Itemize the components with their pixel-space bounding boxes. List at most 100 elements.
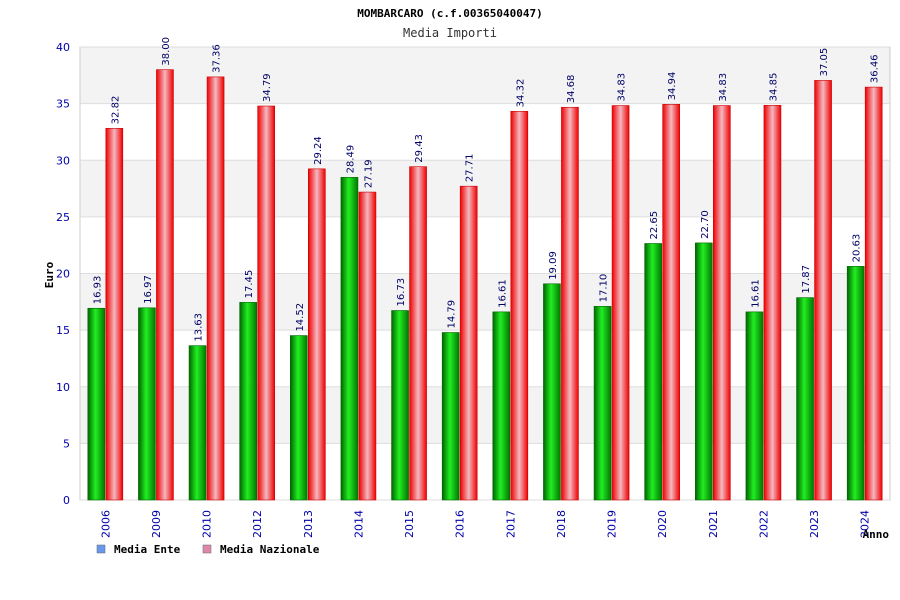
x-axis-ticks: 2006 2009 2010 2012 2013 2014 2015 2016 2017 2018… bbox=[99, 510, 871, 538]
y-tick-label: 0 bbox=[63, 494, 70, 507]
bar-media-ente bbox=[87, 307, 106, 501]
y-tick-label: 35 bbox=[56, 98, 70, 111]
bar-media-nazionale bbox=[156, 69, 174, 501]
x-tick-label: 2013 bbox=[302, 510, 315, 538]
y-tick-label: 25 bbox=[56, 211, 70, 224]
bar-media-nazionale bbox=[257, 105, 275, 501]
legend-label: Media Nazionale bbox=[220, 543, 320, 556]
bar-media-ente bbox=[492, 311, 511, 501]
x-tick-label: 2020 bbox=[656, 510, 669, 538]
bar-value-label: 37.05 bbox=[819, 48, 830, 77]
x-tick-label: 2019 bbox=[606, 510, 619, 538]
bar-value-label: 36.46 bbox=[870, 54, 881, 83]
bar-media-nazionale bbox=[105, 128, 124, 501]
bar-value-label: 17.45 bbox=[244, 270, 255, 299]
bar-value-label: 22.65 bbox=[649, 211, 660, 240]
bar-value-label: 27.19 bbox=[363, 159, 374, 188]
chart-title: MOMBARCARO (c.f.00365040047) bbox=[357, 7, 542, 20]
bar-media-ente bbox=[441, 332, 460, 501]
bar-media-nazionale bbox=[713, 105, 731, 501]
bar-value-label: 20.63 bbox=[852, 234, 863, 263]
bar-media-ente bbox=[138, 307, 156, 501]
x-tick-label: 2009 bbox=[150, 510, 163, 538]
bar-value-label: 37.36 bbox=[212, 44, 223, 73]
y-tick-label: 20 bbox=[56, 268, 70, 281]
value-labels: 16.93 32.82 16.97 38.00 13.63 37.36 17.45 34.79… bbox=[92, 37, 880, 342]
x-tick-label: 2022 bbox=[757, 510, 770, 538]
y-axis-label: Euro bbox=[43, 261, 56, 288]
x-tick-label: 2017 bbox=[504, 510, 517, 538]
x-tick-label: 2023 bbox=[808, 510, 821, 538]
bar-value-label: 16.61 bbox=[750, 279, 761, 308]
x-axis-label: Anno bbox=[863, 528, 890, 541]
bar-media-ente bbox=[543, 283, 561, 501]
bar-media-ente bbox=[391, 310, 409, 501]
y-tick-label: 30 bbox=[56, 154, 70, 167]
bar-value-label: 28.49 bbox=[345, 145, 356, 174]
bar-media-ente bbox=[644, 243, 662, 501]
y-tick-label: 40 bbox=[56, 41, 70, 54]
bar-media-ente bbox=[745, 311, 764, 501]
bar-value-label: 17.87 bbox=[801, 265, 812, 294]
bar-value-label: 14.52 bbox=[295, 303, 306, 332]
y-tick-label: 15 bbox=[56, 324, 70, 337]
bar-media-nazionale bbox=[358, 191, 377, 501]
bar-value-label: 32.82 bbox=[110, 96, 121, 125]
bar-media-nazionale bbox=[814, 80, 832, 501]
bar-value-label: 38.00 bbox=[161, 37, 172, 66]
x-tick-label: 2006 bbox=[99, 510, 112, 538]
legend: Media Ente Media Nazionale bbox=[96, 543, 320, 556]
bar-media-nazionale bbox=[662, 104, 680, 501]
bar-media-nazionale bbox=[611, 105, 630, 501]
bar-value-label: 34.79 bbox=[262, 73, 273, 102]
bar-value-label: 16.61 bbox=[497, 279, 508, 308]
bar-media-ente bbox=[695, 242, 713, 501]
bars bbox=[87, 69, 883, 501]
x-tick-label: 2018 bbox=[555, 510, 568, 538]
bar-media-nazionale bbox=[510, 111, 529, 501]
bar-media-nazionale bbox=[409, 166, 427, 501]
x-tick-label: 2024 bbox=[859, 510, 872, 538]
bar-media-ente bbox=[340, 177, 359, 501]
bar-value-label: 34.83 bbox=[718, 73, 729, 102]
bar-value-label: 22.70 bbox=[700, 210, 711, 239]
bar-media-ente bbox=[593, 306, 612, 501]
bar-media-ente bbox=[796, 297, 814, 501]
y-axis-ticks: 0 5 10 15 20 25 30 35 40 bbox=[56, 41, 70, 507]
bar-value-label: 34.68 bbox=[566, 75, 577, 104]
legend-swatch bbox=[96, 544, 106, 554]
bar-value-label: 16.93 bbox=[92, 276, 103, 305]
bar-media-nazionale bbox=[459, 185, 478, 501]
x-tick-label: 2021 bbox=[707, 510, 720, 538]
chart-subtitle: Media Importi bbox=[403, 26, 497, 40]
bar-value-label: 16.97 bbox=[143, 275, 154, 304]
bar-value-label: 34.83 bbox=[617, 73, 628, 102]
bar-media-ente bbox=[290, 335, 308, 501]
bar-value-label: 34.94 bbox=[667, 72, 678, 101]
y-tick-label: 10 bbox=[56, 381, 70, 394]
bar-value-label: 14.79 bbox=[447, 300, 458, 329]
x-tick-label: 2016 bbox=[454, 510, 467, 538]
x-tick-label: 2012 bbox=[251, 510, 264, 538]
bar-value-label: 16.73 bbox=[396, 278, 407, 307]
bar-media-ente bbox=[239, 302, 257, 501]
bar-value-label: 29.43 bbox=[414, 134, 425, 163]
bar-value-label: 27.71 bbox=[465, 154, 476, 183]
x-tick-label: 2015 bbox=[403, 510, 416, 538]
bar-media-nazionale bbox=[561, 106, 579, 501]
legend-label: Media Ente bbox=[114, 543, 181, 556]
y-tick-label: 5 bbox=[63, 437, 70, 450]
bar-media-nazionale bbox=[864, 86, 883, 501]
bar-value-label: 29.24 bbox=[313, 136, 324, 165]
bar-value-label: 13.63 bbox=[194, 313, 205, 342]
x-tick-label: 2014 bbox=[352, 510, 365, 538]
bar-value-label: 17.10 bbox=[599, 274, 610, 303]
bar-media-nazionale bbox=[206, 76, 225, 501]
bar-media-nazionale bbox=[308, 168, 326, 501]
bar-value-label: 34.85 bbox=[768, 73, 779, 102]
bar-media-ente bbox=[188, 345, 207, 501]
bar-media-ente bbox=[846, 266, 865, 501]
x-tick-label: 2010 bbox=[201, 510, 214, 538]
bar-value-label: 19.09 bbox=[548, 251, 559, 280]
